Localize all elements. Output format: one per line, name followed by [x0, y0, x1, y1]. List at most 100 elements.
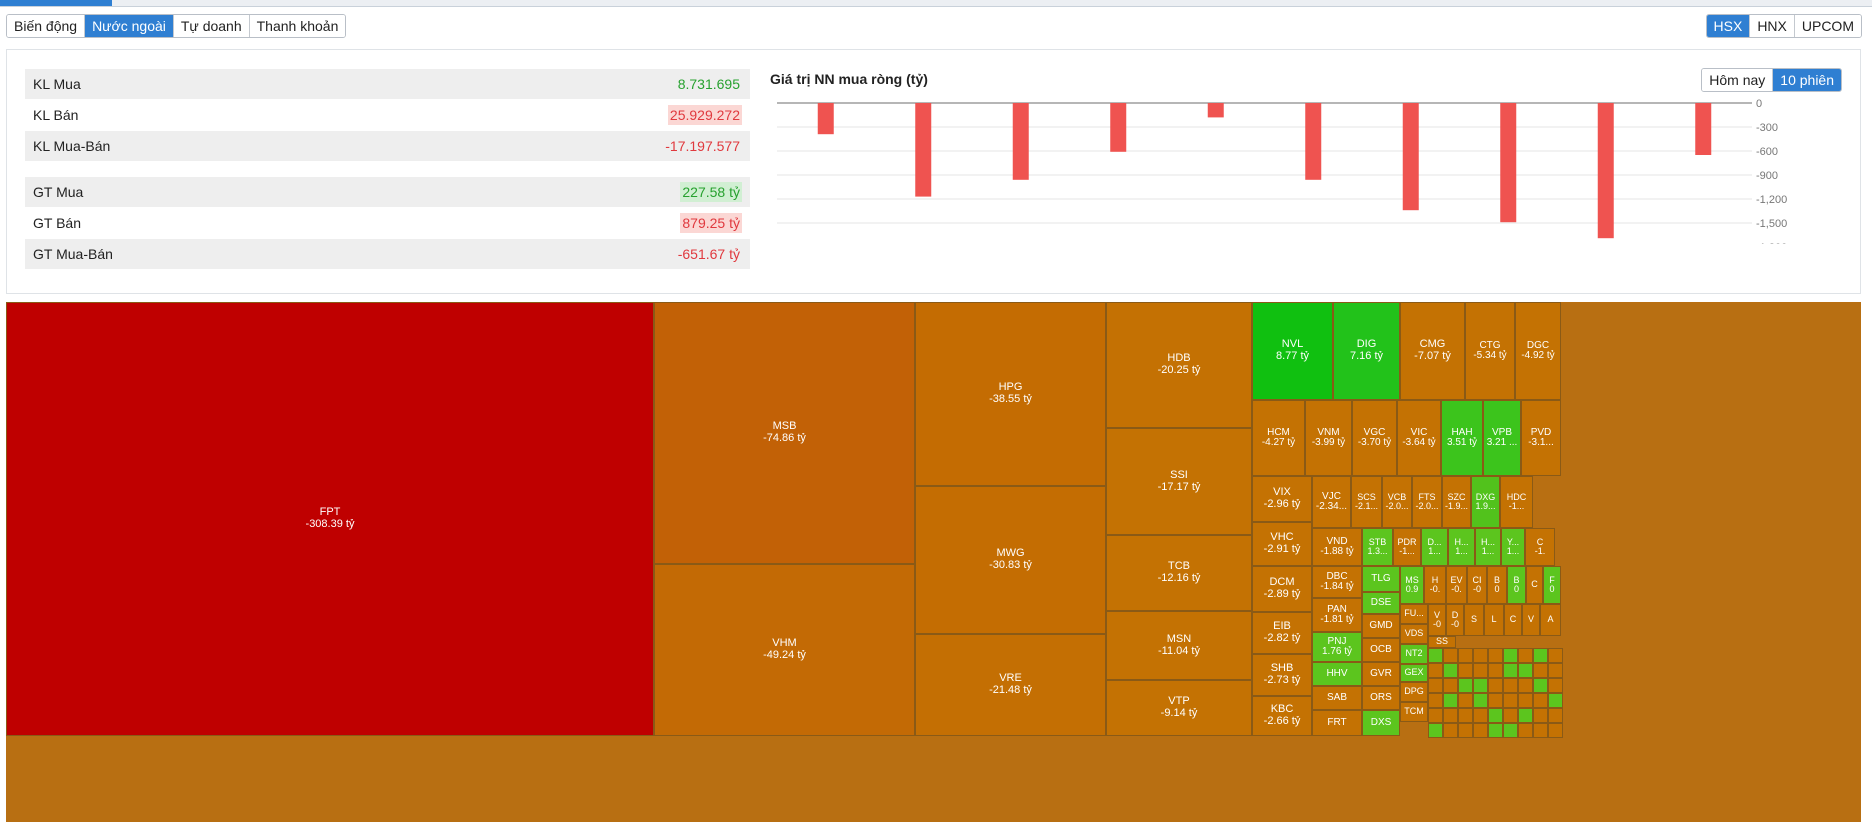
treemap-small-cell[interactable]	[1428, 663, 1443, 678]
treemap-cell-66[interactable]: OCB	[1362, 638, 1400, 662]
treemap-cell-25[interactable]: SCS -2.1...	[1351, 476, 1382, 528]
treemap-small-cell[interactable]	[1533, 693, 1548, 708]
treemap-cell-49[interactable]: C	[1526, 566, 1543, 604]
treemap-cell-29[interactable]: DXG 1.9...	[1471, 476, 1500, 528]
treemap-cell-0[interactable]: FPT -308.39 tỷ	[6, 302, 654, 736]
treemap-cell-36[interactable]: H... 1...	[1448, 528, 1475, 566]
treemap-cell-55[interactable]: D -0	[1446, 604, 1464, 636]
treemap-small-cell[interactable]	[1488, 723, 1503, 738]
exchange-hsx[interactable]: HSX	[1706, 15, 1751, 37]
treemap-small-cell[interactable]	[1458, 648, 1473, 663]
treemap-cell-35[interactable]: D... 1...	[1421, 528, 1448, 566]
treemap-small-cell[interactable]	[1488, 678, 1503, 693]
treemap-small-cell[interactable]	[1518, 723, 1533, 738]
treemap-cell-62[interactable]: GMD	[1362, 614, 1400, 638]
treemap-cell-16[interactable]: HCM -4.27 tỷ	[1252, 400, 1305, 476]
treemap-small-cell[interactable]	[1518, 678, 1533, 693]
treemap-cell-72[interactable]: DPG	[1400, 682, 1428, 702]
treemap-cell-24[interactable]: VJC -2.34...	[1312, 476, 1351, 528]
treemap-cell-27[interactable]: FTS -2.0...	[1412, 476, 1442, 528]
treemap-cell-63[interactable]: PNJ 1.76 tỷ	[1312, 632, 1362, 662]
treemap-cell-22[interactable]: PVD -3.1...	[1521, 400, 1561, 476]
treemap-cell-61[interactable]: EIB -2.82 tỷ	[1252, 612, 1312, 654]
tab-tu-doanh[interactable]: Tự doanh	[173, 15, 250, 37]
treemap-small-cell[interactable]	[1548, 693, 1563, 708]
treemap-cell-30[interactable]: HDC -1...	[1500, 476, 1533, 528]
treemap-cell-51[interactable]: PAN -1.81 tỷ	[1312, 598, 1362, 632]
treemap-cell-77[interactable]: FRT	[1312, 710, 1362, 736]
treemap-small-cell[interactable]	[1428, 648, 1443, 663]
treemap-cell-53[interactable]: FU...	[1400, 604, 1428, 624]
treemap-cell-59[interactable]: V	[1522, 604, 1540, 636]
treemap-cell-54[interactable]: V -0	[1428, 604, 1446, 636]
treemap-cell-60[interactable]: A	[1540, 604, 1561, 636]
treemap-cell-39[interactable]: C -1.	[1525, 528, 1555, 566]
treemap-cell-57[interactable]: L	[1484, 604, 1504, 636]
treemap-cell-41[interactable]: DBC -1.84 tỷ	[1312, 566, 1362, 598]
bar-15-11[interactable]	[1402, 103, 1419, 211]
treemap-cell-46[interactable]: CI -0	[1467, 566, 1487, 604]
treemap-cell-32[interactable]: VND -1.88 tỷ	[1312, 528, 1362, 566]
bar-07-11[interactable]	[817, 103, 834, 135]
treemap-small-cell[interactable]	[1443, 708, 1458, 723]
treemap-small-cell[interactable]	[1428, 723, 1443, 738]
treemap-cell-28[interactable]: SZC -1.9...	[1442, 476, 1471, 528]
treemap-small-cell[interactable]	[1518, 663, 1533, 678]
treemap-small-cell[interactable]	[1428, 678, 1443, 693]
treemap-cell-21[interactable]: VPB 3.21 ...	[1483, 400, 1521, 476]
treemap-small-cell[interactable]	[1533, 648, 1548, 663]
treemap-small-cell[interactable]	[1533, 678, 1548, 693]
treemap-small-cell[interactable]	[1443, 723, 1458, 738]
treemap-cell-12[interactable]: DIG 7.16 tỷ	[1333, 302, 1400, 400]
treemap-cell-20[interactable]: HAH 3.51 tỷ	[1441, 400, 1483, 476]
treemap-cell-70[interactable]: GVR	[1362, 662, 1400, 686]
treemap-small-cell[interactable]	[1428, 708, 1443, 723]
treemap-small-cell[interactable]	[1548, 723, 1563, 738]
treemap-cell-56[interactable]: S	[1464, 604, 1484, 636]
tab-bien-dong[interactable]: Biến động	[7, 15, 86, 37]
treemap-cell-19[interactable]: VIC -3.64 tỷ	[1397, 400, 1441, 476]
treemap-small-cell[interactable]	[1518, 708, 1533, 723]
treemap-small-cell[interactable]	[1473, 678, 1488, 693]
treemap-cell-4[interactable]: MWG -30.83 tỷ	[915, 486, 1106, 634]
bar-11-11[interactable]	[1012, 103, 1029, 180]
exchange-upcom[interactable]: UPCOM	[1794, 15, 1861, 37]
treemap-small-cell[interactable]	[1458, 723, 1473, 738]
treemap-small-cell[interactable]	[1443, 663, 1458, 678]
treemap-cell-76[interactable]: TCM	[1400, 702, 1428, 722]
treemap-small-cell[interactable]	[1488, 648, 1503, 663]
treemap-cell-78[interactable]: DXS	[1362, 710, 1400, 736]
treemap-small-cell[interactable]	[1518, 693, 1533, 708]
treemap-cell-52[interactable]: DSE	[1362, 592, 1400, 614]
treemap-small-cell[interactable]	[1533, 663, 1548, 678]
toggle-10-phien[interactable]: 10 phiên	[1773, 69, 1841, 91]
treemap-cell-38[interactable]: Y... 1...	[1501, 528, 1525, 566]
treemap-cell-18[interactable]: VGC -3.70 tỷ	[1352, 400, 1397, 476]
treemap-small-cell[interactable]	[1548, 678, 1563, 693]
treemap-cell-9[interactable]: MSN -11.04 tỷ	[1106, 611, 1252, 680]
treemap-small-cell[interactable]	[1473, 708, 1488, 723]
treemap-cell-26[interactable]: VCB -2.0...	[1382, 476, 1412, 528]
treemap-small-cell[interactable]	[1503, 693, 1518, 708]
treemap-small-cell[interactable]	[1458, 708, 1473, 723]
treemap-cell-2[interactable]: VHM -49.24 tỷ	[654, 564, 915, 736]
treemap-cell-65[interactable]: SS	[1428, 636, 1456, 648]
treemap-cell-8[interactable]: TCB -12.16 tỷ	[1106, 535, 1252, 611]
treemap-small-cell[interactable]	[1488, 693, 1503, 708]
treemap-cell-68[interactable]: SHB -2.73 tỷ	[1252, 654, 1312, 696]
bar-13-11[interactable]	[1207, 103, 1224, 118]
bar-19-11[interactable]	[1597, 103, 1614, 239]
treemap-small-cell[interactable]	[1503, 663, 1518, 678]
treemap-small-cell[interactable]	[1458, 663, 1473, 678]
treemap-cell-15[interactable]: DGC -4.92 tỷ	[1515, 302, 1561, 400]
treemap-cell-69[interactable]: HHV	[1312, 662, 1362, 686]
treemap-small-cell[interactable]	[1488, 708, 1503, 723]
tab-thanh-khoan[interactable]: Thanh khoản	[249, 15, 346, 37]
treemap-small-cell[interactable]	[1428, 693, 1443, 708]
treemap-cell-31[interactable]: VHC -2.91 tỷ	[1252, 522, 1312, 566]
treemap-cell-44[interactable]: H -0.	[1424, 566, 1446, 604]
bar-18-11[interactable]	[1500, 103, 1517, 223]
